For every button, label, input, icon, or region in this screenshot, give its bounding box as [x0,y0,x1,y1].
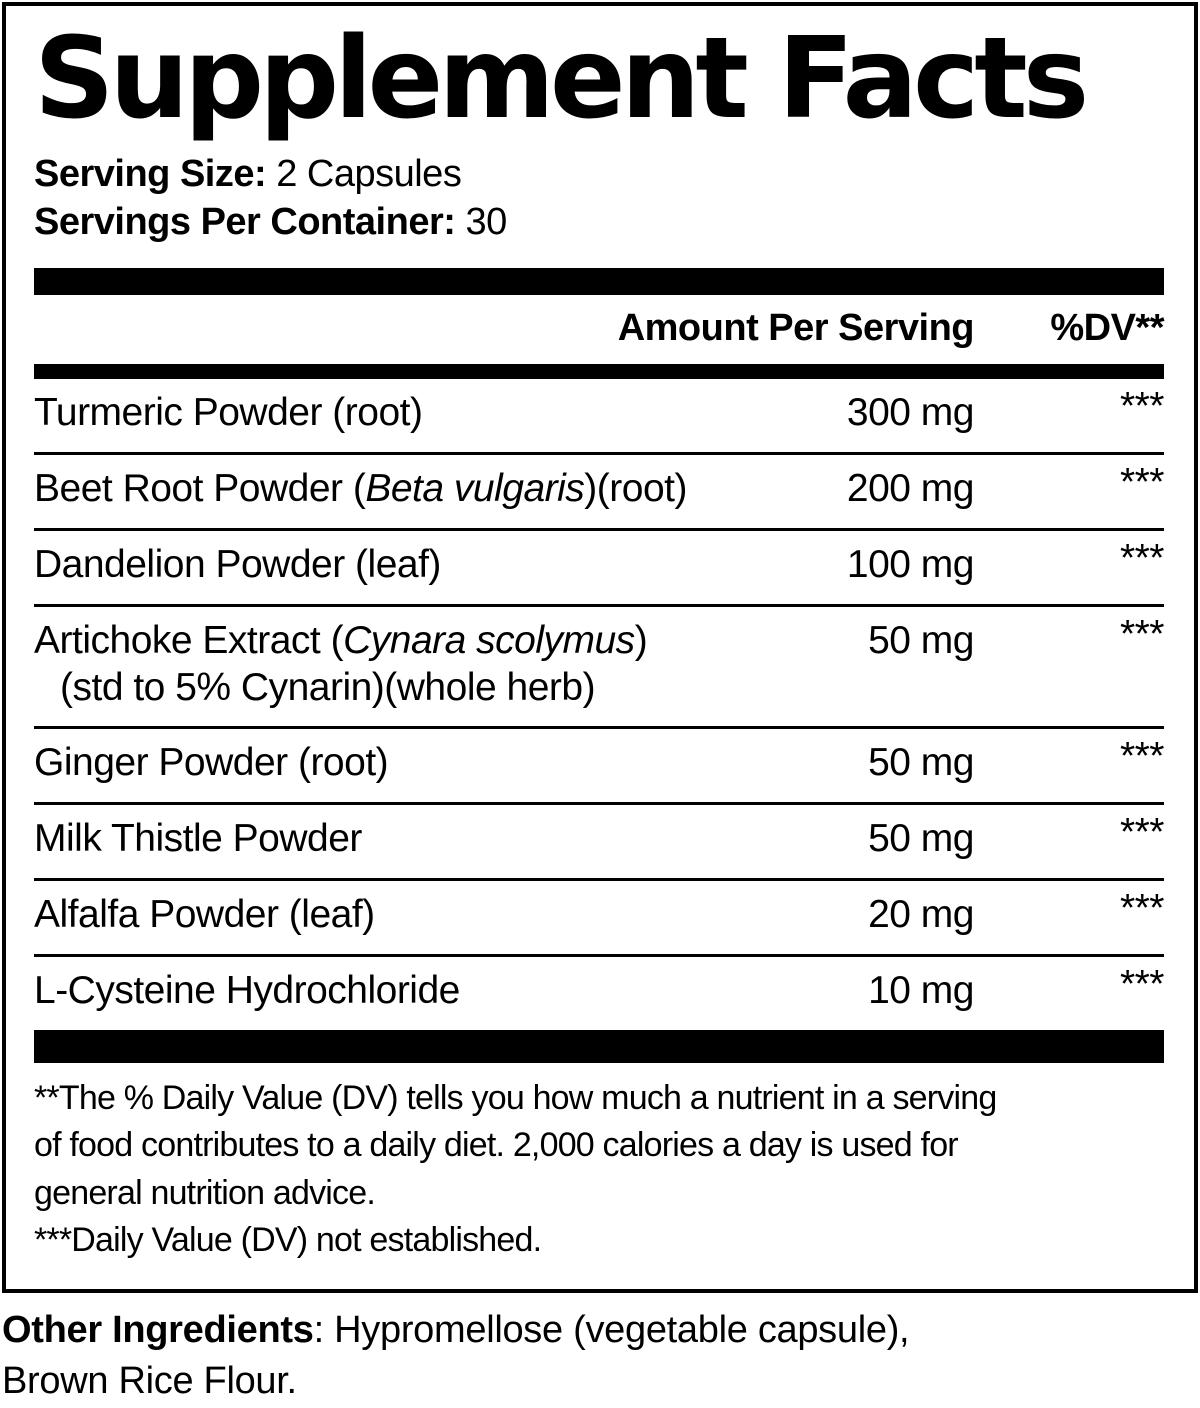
ingredient-name: Milk Thistle Powder [34,816,868,863]
ingredient-dv: *** [1119,811,1165,855]
ingredient-name-line: L-Cysteine Hydrochloride [34,968,460,1012]
ingredient-name-line: Alfalfa Powder (leaf) [34,893,375,937]
table-row: Alfalfa Powder (leaf) 20 mg *** [34,878,1165,954]
ingredient-amount: 50 mg [868,618,974,662]
ingredient-name-line: Ginger Powder (root) [34,741,389,785]
servings-per-container-line: Servings Per Container: 30 [34,199,1164,247]
ingredient-name: L-Cysteine Hydrochloride [34,968,868,1015]
ingredient-name: Beet Root Powder (Beta vulgaris)(root) [34,466,847,513]
ingredient-amount: 10 mg [868,968,974,1012]
page-title: Supplement Facts [34,14,1089,144]
table-row: Artichoke Extract (Cynara scolymus) (std… [34,603,1165,727]
serving-size-value: 2 Capsules [276,152,462,195]
other-ingredients-line1: Other Ingredients: Hypromellose (vegetab… [2,1305,1200,1356]
footnote-line: ***Daily Value (DV) not established. [34,1221,542,1260]
other-ingredients: Other Ingredients: Hypromellose (vegetab… [0,1305,1200,1408]
ingredient-amount: 20 mg [868,893,974,937]
ingredient-name: Ginger Powder (root) [34,740,868,787]
ingredient-dv: *** [1119,537,1165,581]
separator-bar-top [34,268,1164,296]
serving-size-line: Serving Size: 2 Capsules [34,151,1164,199]
ingredient-dv: *** [1119,887,1165,931]
ingredient-name: Alfalfa Powder (leaf) [34,892,868,939]
table-row: Beet Root Powder (Beta vulgaris)(root) 2… [34,452,1165,528]
footnote-line: general nutrition advice. [34,1173,376,1212]
table-row: Dandelion Powder (leaf) 100 mg *** [34,528,1165,604]
footnote-line: **The % Daily Value (DV) tells you how m… [34,1078,997,1117]
footnotes: **The % Daily Value (DV) tells you how m… [34,1063,1164,1265]
footnote-line: of food contributes to a daily diet. 2,0… [34,1126,959,1165]
other-ingredients-rest: : Hypromellose (vegetable capsule), [313,1309,910,1351]
table-row: Turmeric Powder (root) 300 mg *** [34,379,1165,452]
supplement-facts-panel: Supplement Facts Serving Size: 2 Capsule… [2,2,1198,1293]
table-row: L-Cysteine Hydrochloride 10 mg *** [34,953,1165,1030]
ingredient-amount: 50 mg [868,817,974,861]
separator-bar-bottom [34,1029,1164,1063]
ingredient-amount: 300 mg [846,391,975,435]
servings-per-container-value: 30 [465,200,507,243]
serving-size-label: Serving Size: [34,152,267,195]
ingredient-name-line: Beet Root Powder (Beta vulgaris)(root) [34,467,687,511]
ingredient-name: Turmeric Powder (root) [34,390,847,437]
separator-bar-header [34,364,1164,380]
ingredient-dv: *** [1119,735,1165,779]
table-row: Milk Thistle Powder 50 mg *** [34,802,1165,878]
ingredient-dv: *** [1119,461,1165,505]
ingredient-sub-line: (std to 5% Cynarin)(whole herb) [60,665,596,709]
table-row: Ginger Powder (root) 50 mg *** [34,726,1165,802]
ingredient-amount: 200 mg [846,467,975,511]
ingredient-amount: 100 mg [846,543,975,587]
ingredient-name: Dandelion Powder (leaf) [34,542,847,589]
ingredient-name-line: Artichoke Extract (Cynara scolymus) [34,618,648,662]
table-header-row: Amount Per Serving %DV** [34,295,1165,364]
ingredient-dv: *** [1119,612,1165,656]
ingredient-amount: 50 mg [868,741,974,785]
servings-per-container-label: Servings Per Container: [34,200,456,243]
ingredient-name-line: Milk Thistle Powder [34,817,362,861]
other-ingredients-line2: Brown Rice Flour. [2,1360,297,1403]
amount-per-serving-header: Amount Per Serving [617,307,975,350]
ingredient-name: Artichoke Extract (Cynara scolymus) (std… [34,618,868,712]
dv-header: %DV** [1050,307,1164,350]
ingredient-name-line: Turmeric Powder (root) [34,391,423,435]
ingredient-rows: Turmeric Powder (root) 300 mg *** Beet R… [34,379,1165,1030]
other-ingredients-label: Other Ingredients [2,1309,314,1351]
ingredient-name-line: Dandelion Powder (leaf) [34,543,441,587]
ingredient-dv: *** [1119,385,1165,429]
ingredient-dv: *** [1119,962,1165,1006]
